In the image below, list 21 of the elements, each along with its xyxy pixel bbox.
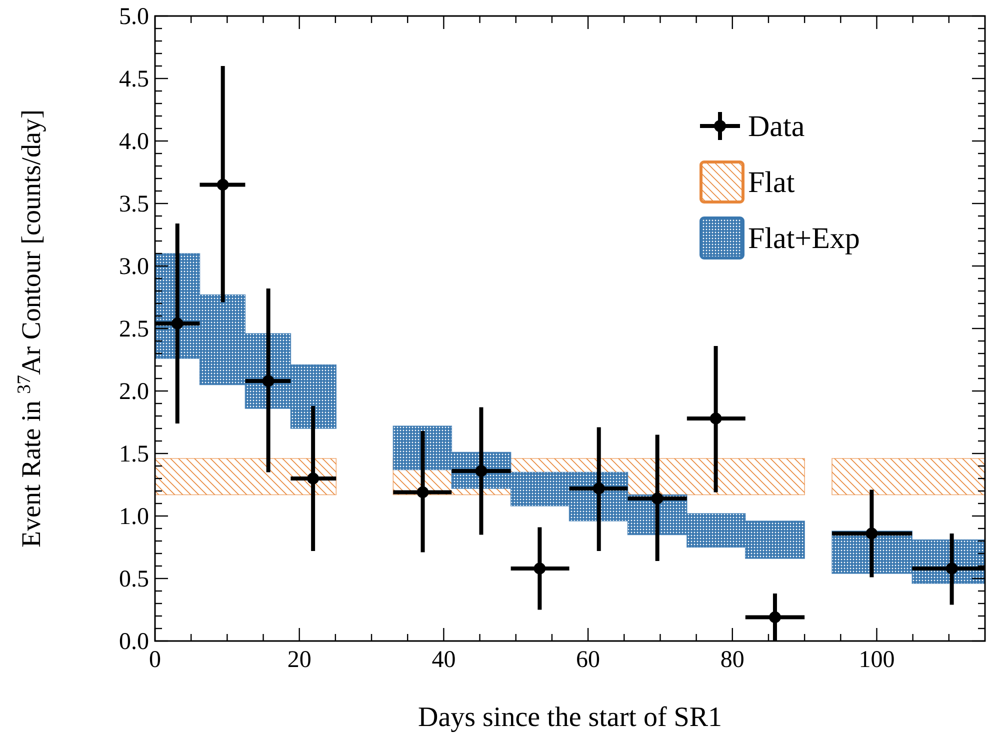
- legend-label: Flat: [748, 166, 796, 199]
- y-tick-label: 0.0: [119, 629, 149, 655]
- x-tick-label: 100: [858, 647, 895, 673]
- y-tick-label: 1.5: [119, 442, 149, 468]
- y-tick-label: 1.0: [119, 504, 149, 530]
- x-tick-label: 0: [149, 647, 161, 673]
- legend-label: Data: [748, 110, 805, 143]
- y-tick-label: 3.0: [119, 254, 149, 280]
- y-tick-label: 2.5: [119, 316, 149, 342]
- x-tick-label: 60: [576, 647, 600, 673]
- x-tick-label: 40: [432, 647, 456, 673]
- y-tick-label: 4.5: [119, 66, 149, 92]
- x-tick-label: 80: [720, 647, 744, 673]
- x-tick-label: 20: [287, 647, 312, 673]
- y-tick-label: 3.5: [119, 192, 149, 218]
- y-tick-label: 4.0: [119, 129, 149, 155]
- y-tick-label: 0.5: [119, 566, 149, 592]
- x-axis-title: Days since the start of SR1: [418, 702, 722, 733]
- y-tick-label: 2.0: [119, 379, 149, 405]
- legend-label: Flat+Exp: [748, 222, 860, 255]
- y-tick-label: 5.0: [119, 4, 149, 30]
